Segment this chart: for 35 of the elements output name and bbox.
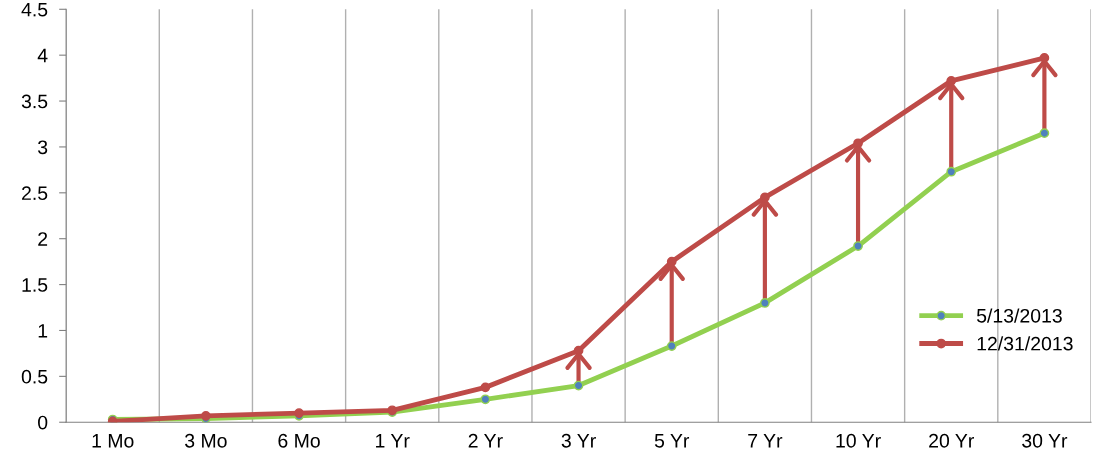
x-tick-label: 2 Yr (468, 433, 503, 448)
point (946, 166, 957, 177)
x-tick-label: 7 Yr (748, 434, 783, 448)
point (573, 345, 584, 356)
x-tick-label: 30 Yr (1022, 433, 1068, 448)
y-tick-label: 3.5 (21, 94, 48, 109)
y-tick-label: 2 (38, 232, 48, 246)
y-tick-label: 0 (38, 415, 48, 430)
x-tick-label: 5 Yr (654, 434, 690, 448)
point (666, 256, 677, 267)
x-tick-label: 3 Yr (561, 433, 596, 448)
point (853, 241, 863, 251)
x-tick-label: 3 Mo (185, 433, 227, 448)
y-tick-label: 3 (37, 140, 48, 155)
y-tick-label: 4 (37, 48, 48, 63)
y-tick-label: 4.5 (21, 2, 48, 17)
legend-label: 12/31/2013 (977, 336, 1073, 351)
y-tick-label: 1 (38, 324, 48, 338)
legend-label: 5/13/2013 (976, 308, 1062, 323)
point (946, 75, 957, 86)
point (666, 341, 677, 351)
x-tick-label: 6 Mo (278, 433, 320, 448)
point (573, 380, 584, 391)
point (1039, 128, 1050, 139)
y-tick-label: 2.5 (22, 186, 48, 201)
point (1039, 53, 1050, 63)
x-tick-label: 10 Yr (836, 433, 881, 448)
y-tick-label: 1.5 (22, 278, 48, 292)
x-tick-label: 20 Yr (929, 433, 974, 448)
point (480, 394, 491, 405)
point (760, 298, 770, 308)
point (480, 382, 491, 393)
x-tick-label: 1 Yr (376, 434, 410, 448)
x-tick-label: 1 Mo (92, 434, 134, 448)
y-tick-label: 0.5 (21, 369, 48, 384)
